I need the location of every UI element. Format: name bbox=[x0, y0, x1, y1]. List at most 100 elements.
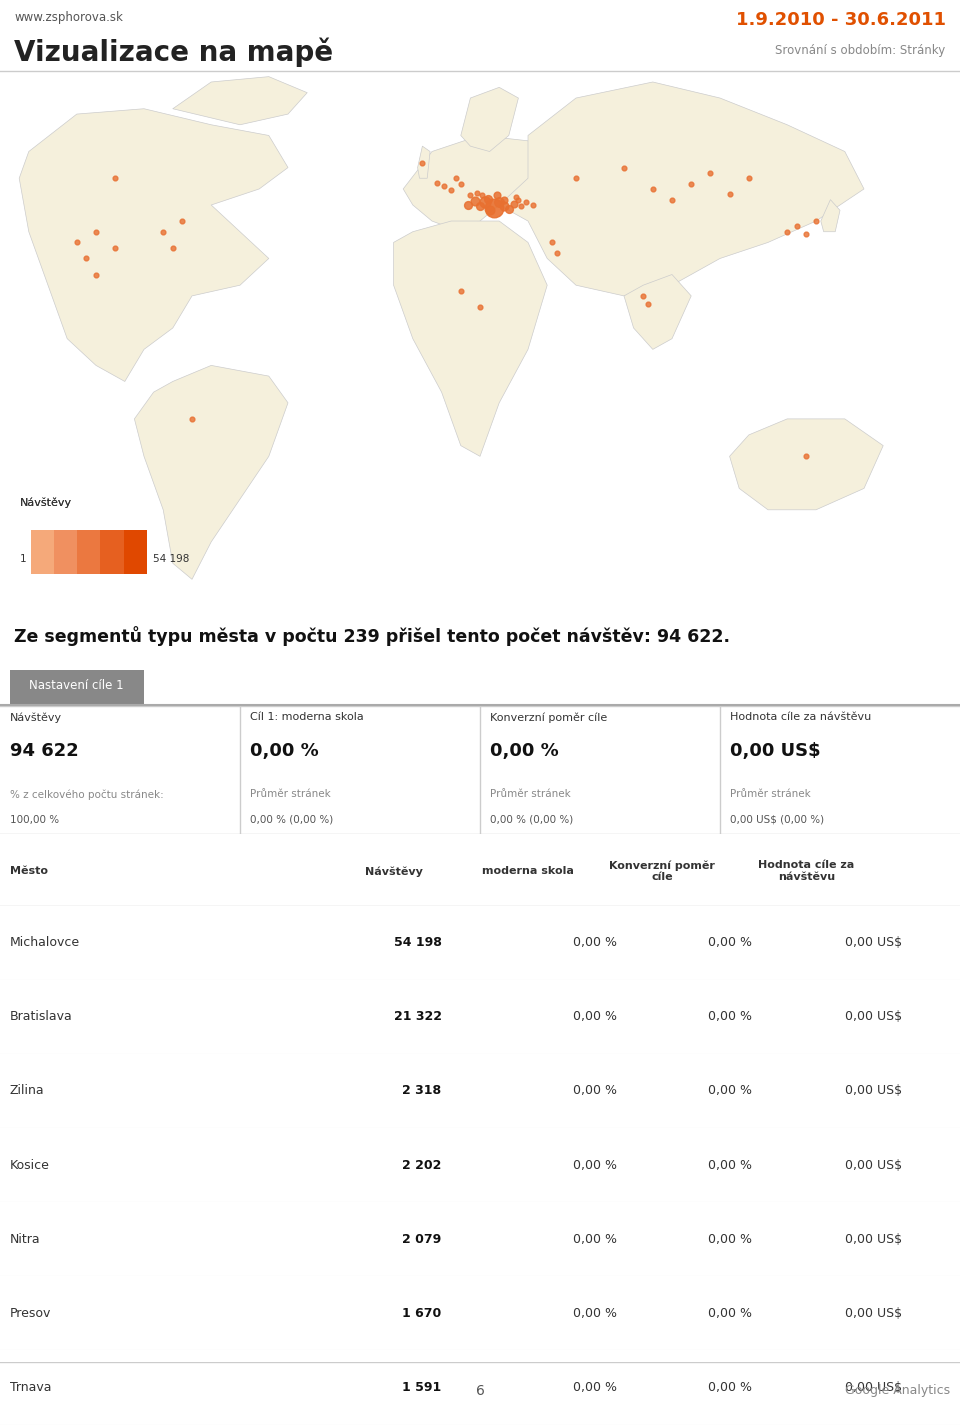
Text: Nitra: Nitra bbox=[10, 1232, 40, 1246]
Text: Hodnota cíle za návštěvu: Hodnota cíle za návštěvu bbox=[730, 713, 871, 723]
Point bbox=[165, 237, 180, 260]
Text: Michalovce: Michalovce bbox=[10, 935, 80, 950]
Text: 54 198: 54 198 bbox=[154, 553, 189, 563]
Text: Návštěvy: Návštěvy bbox=[20, 498, 72, 509]
Text: 54 198: 54 198 bbox=[394, 935, 442, 950]
Point bbox=[69, 231, 84, 254]
Text: 1 591: 1 591 bbox=[402, 1380, 442, 1395]
Text: Kosice: Kosice bbox=[10, 1158, 50, 1172]
Point bbox=[511, 188, 526, 211]
Text: Návštěvy: Návštěvy bbox=[365, 866, 422, 877]
Point bbox=[492, 191, 507, 214]
Point bbox=[664, 188, 680, 211]
Point bbox=[436, 175, 451, 198]
Text: 0,00 %: 0,00 % bbox=[573, 1232, 617, 1246]
Text: Návštěvy: Návštěvy bbox=[20, 498, 72, 509]
Point bbox=[88, 264, 104, 287]
Text: Hodnota cíle za
návštěvu: Hodnota cíle za návštěvu bbox=[758, 860, 854, 883]
Point bbox=[429, 171, 444, 194]
Point bbox=[461, 194, 476, 217]
Point bbox=[640, 292, 656, 315]
Text: 0,00 % (0,00 %): 0,00 % (0,00 %) bbox=[490, 816, 573, 826]
Text: Průměr stránek: Průměr stránek bbox=[490, 790, 570, 800]
Text: 21 322: 21 322 bbox=[394, 1010, 442, 1024]
Point bbox=[156, 220, 171, 242]
Point bbox=[496, 188, 512, 211]
Bar bbox=[31, 529, 54, 575]
Point bbox=[780, 220, 795, 242]
Point bbox=[568, 167, 584, 190]
Text: 100,00 %: 100,00 % bbox=[10, 816, 59, 826]
Point bbox=[616, 157, 632, 180]
Point bbox=[453, 279, 468, 302]
Point bbox=[477, 191, 492, 214]
Text: Cíl 1: moderna skola: Cíl 1: moderna skola bbox=[250, 713, 363, 723]
Bar bbox=[77, 529, 101, 575]
Bar bbox=[124, 529, 147, 575]
Point bbox=[469, 181, 485, 204]
Text: 2 079: 2 079 bbox=[402, 1232, 442, 1246]
Point bbox=[184, 408, 200, 431]
Point bbox=[496, 195, 512, 218]
Point bbox=[472, 195, 488, 218]
Point bbox=[108, 237, 123, 260]
Text: Nastavení cíle 1: Nastavení cíle 1 bbox=[30, 679, 124, 692]
Text: 1: 1 bbox=[20, 553, 27, 563]
Point bbox=[549, 241, 564, 265]
Point bbox=[509, 185, 524, 208]
Text: Trnava: Trnava bbox=[10, 1380, 51, 1395]
Point bbox=[108, 167, 123, 190]
Text: 0,00 %: 0,00 % bbox=[573, 1306, 617, 1320]
Text: 0,00 %: 0,00 % bbox=[490, 742, 559, 760]
Point bbox=[487, 197, 502, 220]
Point bbox=[514, 195, 529, 218]
Point bbox=[448, 167, 464, 190]
Text: 0,00 %: 0,00 % bbox=[708, 1010, 752, 1024]
Text: Bratislava: Bratislava bbox=[10, 1010, 72, 1024]
Text: 0,00 %: 0,00 % bbox=[708, 1380, 752, 1395]
Text: 0,00 %: 0,00 % bbox=[708, 1084, 752, 1098]
Text: 0,00 %: 0,00 % bbox=[573, 1380, 617, 1395]
Text: moderna skola: moderna skola bbox=[482, 866, 574, 877]
Text: 1.9.2010 - 30.6.2011: 1.9.2010 - 30.6.2011 bbox=[735, 10, 946, 29]
Point bbox=[463, 184, 478, 207]
Point bbox=[175, 210, 190, 232]
Point bbox=[444, 178, 459, 201]
Point bbox=[645, 177, 660, 200]
Point bbox=[453, 173, 468, 195]
Point bbox=[684, 173, 699, 195]
Point bbox=[88, 220, 104, 242]
Bar bbox=[10, 670, 144, 704]
Point bbox=[480, 187, 495, 210]
Text: Zilina: Zilina bbox=[10, 1084, 44, 1098]
Text: Google Analytics: Google Analytics bbox=[845, 1385, 950, 1397]
Text: 0,00 %: 0,00 % bbox=[573, 1158, 617, 1172]
Point bbox=[490, 184, 505, 207]
Text: 0,00 US$: 0,00 US$ bbox=[845, 935, 902, 950]
Text: 0,00 US$: 0,00 US$ bbox=[845, 1158, 902, 1172]
Text: 0,00 US$: 0,00 US$ bbox=[845, 1380, 902, 1395]
Point bbox=[79, 247, 94, 270]
Point bbox=[741, 167, 756, 190]
Text: Průměr stránek: Průměr stránek bbox=[250, 790, 330, 800]
Text: 0,00 %: 0,00 % bbox=[708, 1158, 752, 1172]
Text: 94 622: 94 622 bbox=[10, 742, 79, 760]
Point bbox=[506, 193, 521, 215]
Text: 0,00 US$ (0,00 %): 0,00 US$ (0,00 %) bbox=[730, 816, 824, 826]
Text: Presov: Presov bbox=[10, 1306, 51, 1320]
Text: 0,00 %: 0,00 % bbox=[573, 1084, 617, 1098]
Text: Vizualizace na mapě: Vizualizace na mapě bbox=[14, 37, 333, 67]
Text: Město: Město bbox=[10, 866, 48, 877]
Text: 0,00 US$: 0,00 US$ bbox=[730, 742, 820, 760]
Point bbox=[501, 198, 516, 221]
Text: 0,00 %: 0,00 % bbox=[573, 1010, 617, 1024]
Point bbox=[518, 191, 534, 214]
Point bbox=[722, 183, 737, 205]
Text: 0,00 %: 0,00 % bbox=[708, 1306, 752, 1320]
Point bbox=[789, 215, 804, 238]
Point bbox=[636, 285, 651, 308]
Point bbox=[808, 210, 824, 232]
Text: Ze segmentů typu města v počtu 239 přišel tento počet návštěv: 94 622.: Ze segmentů typu města v počtu 239 přiše… bbox=[14, 626, 731, 646]
Text: 0,00 % (0,00 %): 0,00 % (0,00 %) bbox=[250, 816, 333, 826]
Text: Konverzní poměr cíle: Konverzní poměr cíle bbox=[490, 713, 607, 723]
